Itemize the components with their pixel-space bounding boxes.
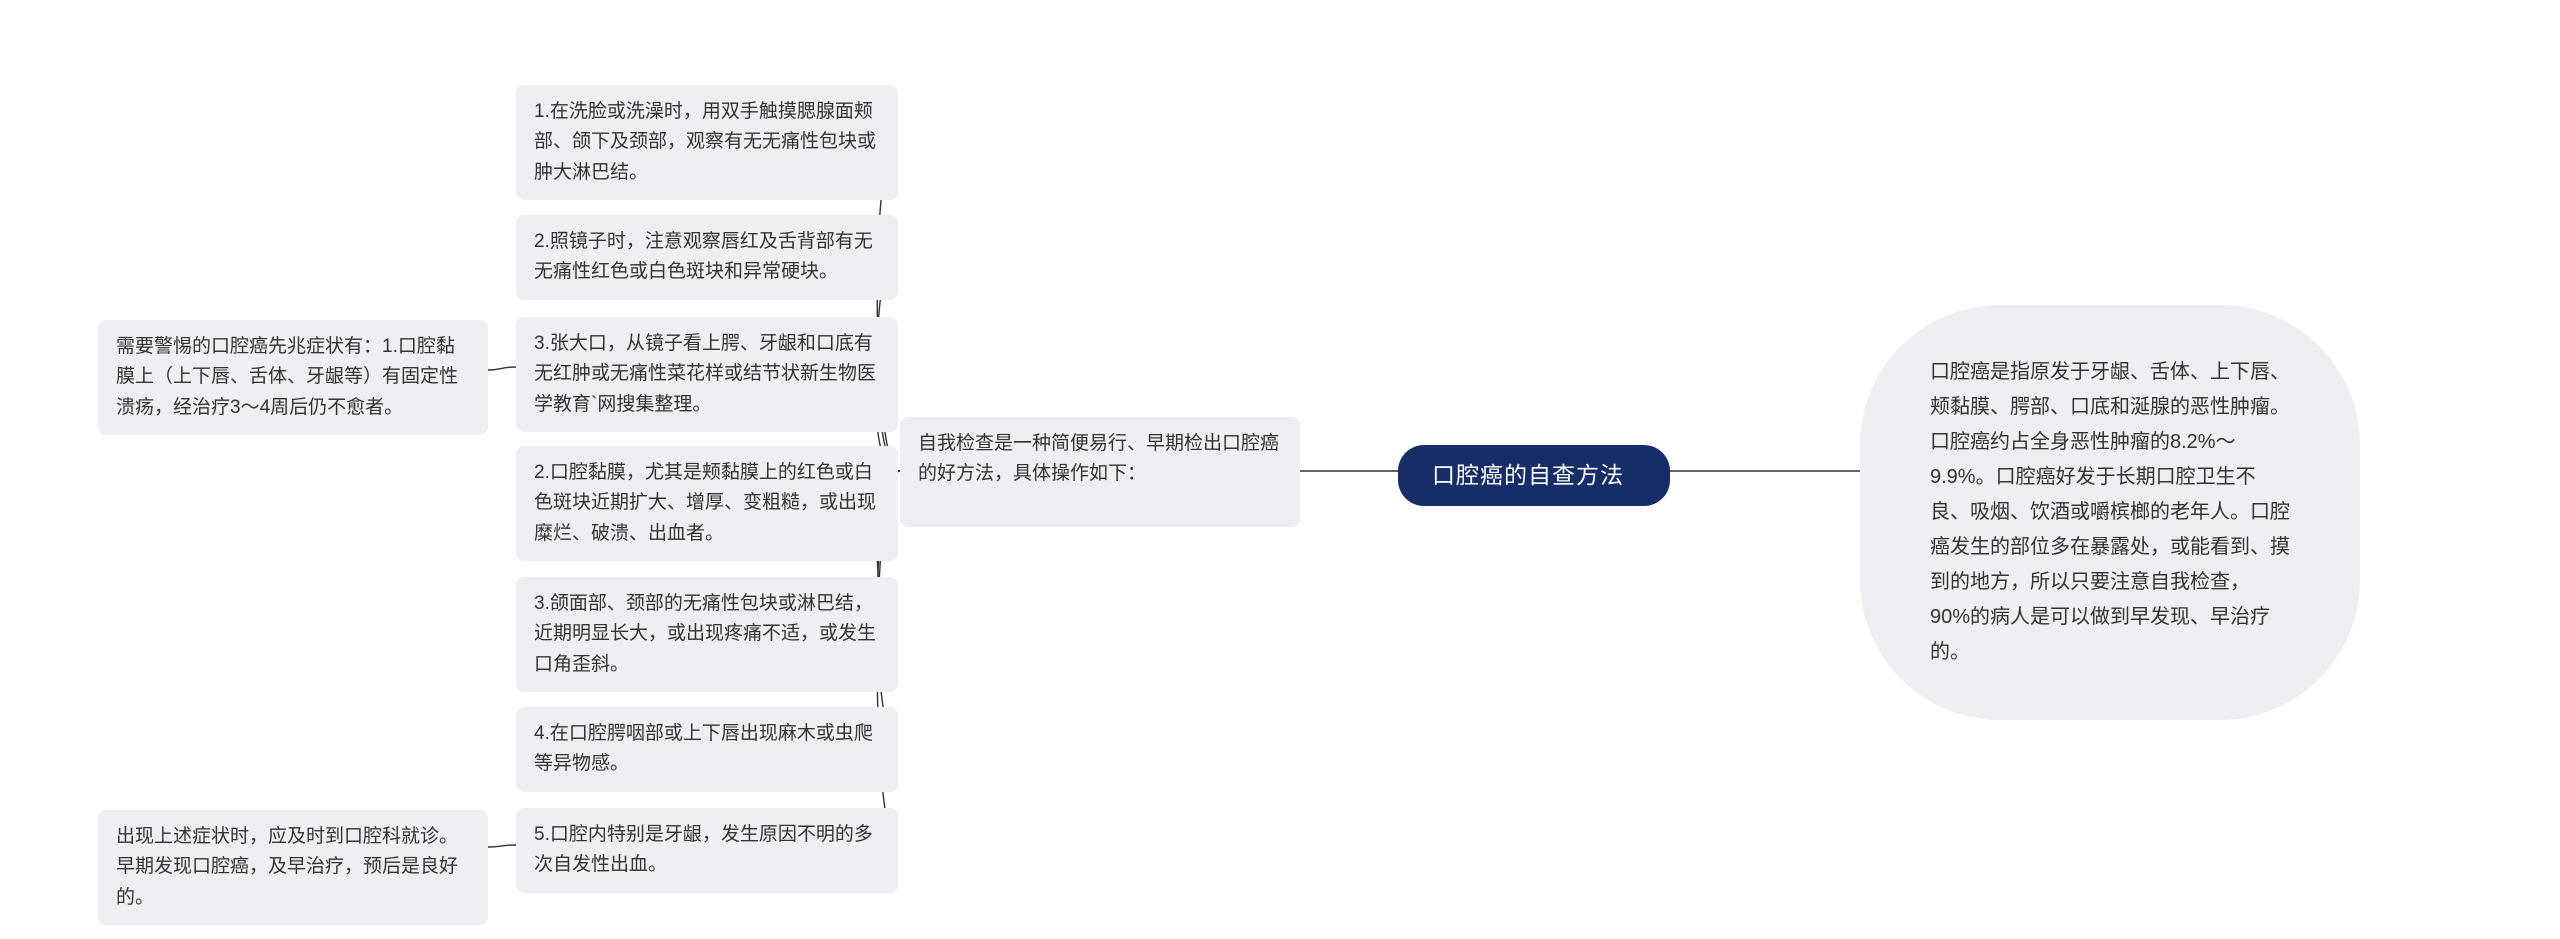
level3-item-2: 2.照镜子时，注意观察唇红及舌背部有无无痛性红色或白色斑块和异常硬块。 (516, 215, 898, 300)
level3-item-1: 1.在洗脸或洗澡时，用双手触摸腮腺面颊部、颌下及颈部，观察有无无痛性包块或肿大淋… (516, 85, 898, 200)
level3-item-6: 4.在口腔腭咽部或上下唇出现麻木或虫爬等异物感。 (516, 707, 898, 792)
level4-item-2: 出现上述症状时，应及时到口腔科就诊。早期发现口腔癌，及早治疗，预后是良好的。 (98, 810, 488, 925)
level2-node: 自我检查是一种简便易行、早期检出口腔癌的好方法，具体操作如下： (900, 417, 1300, 527)
level3-item-5: 3.颌面部、颈部的无痛性包块或淋巴结，近期明显长大，或出现疼痛不适，或发生口角歪… (516, 577, 898, 692)
right-branch-node: 口腔癌是指原发于牙龈、舌体、上下唇、颊黏膜、腭部、口底和涎腺的恶性肿瘤。口腔癌约… (1860, 305, 2360, 720)
center-node: 口腔癌的自查方法 (1398, 445, 1670, 506)
mindmap-diagram: 口腔癌的自查方法 口腔癌是指原发于牙龈、舌体、上下唇、颊黏膜、腭部、口底和涎腺的… (0, 0, 2560, 939)
level4-item-1: 需要警惕的口腔癌先兆症状有：1.口腔黏膜上（上下唇、舌体、牙龈等）有固定性溃疡，… (98, 320, 488, 435)
level3-item-7: 5.口腔内特别是牙龈，发生原因不明的多次自发性出血。 (516, 808, 898, 893)
level3-item-4: 2.口腔黏膜，尤其是颊黏膜上的红色或白色斑块近期扩大、增厚、变粗糙，或出现糜烂、… (516, 446, 898, 561)
level3-item-3: 3.张大口，从镜子看上腭、牙龈和口底有无红肿或无痛性菜花样或结节状新生物医学教育… (516, 317, 898, 432)
